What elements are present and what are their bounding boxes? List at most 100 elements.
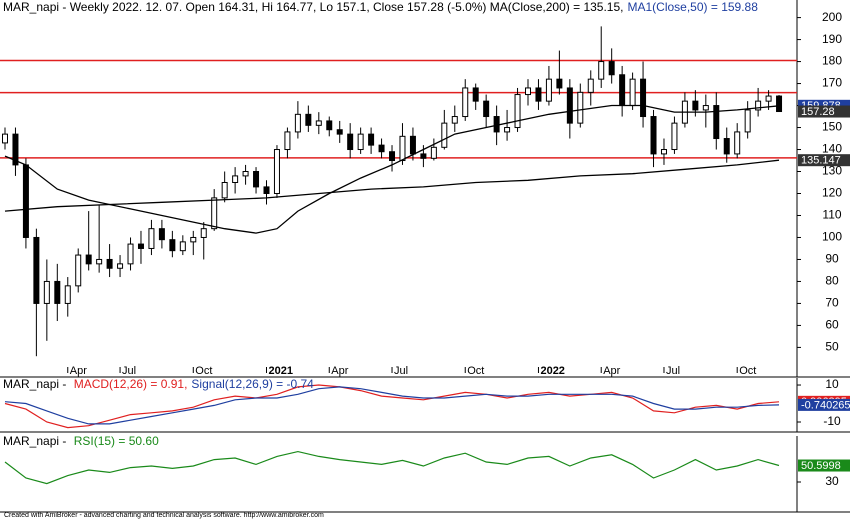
candle-body (294, 113, 301, 133)
y-tick-label: 140 (822, 142, 842, 156)
candle-body (64, 285, 71, 304)
title-part: MAR_napi - (3, 377, 70, 391)
panel-title: MAR_napi - MACD(12,26) = 0.91, Signal(12,… (3, 377, 314, 391)
candle-body (441, 122, 448, 148)
candle-body (650, 116, 657, 155)
candle-body (535, 87, 542, 102)
candle-body (504, 127, 511, 133)
candle-body (608, 61, 615, 76)
y-tick-label: 50 (825, 340, 839, 354)
candle-body (96, 258, 103, 265)
value-badge (798, 154, 850, 167)
candle-body (54, 280, 61, 304)
candle-body (22, 164, 29, 238)
candle-body (577, 91, 584, 124)
value-badge (798, 398, 850, 411)
candle-body (357, 133, 364, 151)
candle-body (273, 149, 280, 194)
y-tick-label: 110 (822, 208, 841, 222)
y-tick-label: 150 (822, 120, 842, 134)
candle-body (190, 236, 197, 243)
candle-body (12, 133, 19, 166)
x-tick-label: Oct (467, 365, 484, 377)
candle-body (336, 129, 343, 135)
candle-body (253, 171, 260, 188)
value-badge (798, 459, 850, 472)
candle-body (43, 280, 50, 304)
candle-body (545, 78, 552, 102)
x-tick-label: Oct (195, 365, 212, 377)
candle-body (33, 236, 40, 304)
indicator-line (4, 450, 780, 485)
candle-body (619, 74, 626, 107)
candle-body (420, 153, 427, 159)
candle-body (472, 87, 479, 102)
candle-body (399, 135, 406, 162)
title-part: MACD(12,26) = 0.91, (74, 377, 188, 391)
candle-body (713, 105, 720, 140)
candle-body (483, 100, 490, 118)
candle-body (566, 87, 573, 124)
candle-body (315, 120, 322, 126)
candle-body (242, 171, 249, 177)
y-tick-label: 170 (822, 76, 842, 90)
value-badge-label: 50.5998 (801, 460, 841, 472)
candle-body (326, 120, 333, 131)
candle-body (525, 87, 531, 96)
title-part: MAR_napi - (3, 434, 70, 448)
y-tick-label: 120 (822, 186, 842, 200)
x-tick-label: Apr (603, 365, 620, 377)
candle-body (179, 241, 186, 252)
candle-body (284, 131, 291, 151)
y-tick-label: 70 (825, 296, 839, 310)
y-tick-label: 60 (825, 318, 839, 332)
candle-body (671, 122, 678, 151)
x-tick-label: 2021 (269, 365, 293, 377)
x-tick-label: Jul (122, 365, 136, 377)
candle-body (137, 243, 144, 249)
candle-body (629, 78, 636, 107)
candle-body (587, 78, 594, 93)
candle-body (368, 133, 375, 146)
candle-body (106, 258, 113, 269)
candle-body (169, 239, 176, 252)
candle-body (430, 146, 437, 159)
x-tick-label: Apr (70, 365, 87, 377)
title-part: RSI(15) = 50.60 (74, 434, 159, 448)
indicator-line (4, 384, 780, 429)
title-part: Signal(12,26,9) = -0.74 (191, 377, 314, 391)
moving-average (4, 104, 780, 234)
y-tick-label: 130 (822, 164, 842, 178)
moving-average (4, 159, 780, 212)
candle-body (723, 138, 730, 155)
x-tick-label: Jul (394, 365, 408, 377)
candle-body (148, 228, 155, 249)
title-part: MAR_napi - Weekly 2022. 12. 07. Open 164… (3, 0, 623, 14)
y-tick-label: 180 (822, 54, 842, 68)
candle-body (75, 254, 82, 287)
candle-body (451, 116, 458, 124)
panel-title: MAR_napi - RSI(15) = 50.60 (3, 434, 159, 448)
candle-body (409, 135, 416, 155)
y-tick-label: -10 (823, 414, 841, 428)
footer: Created with AmiBroker - advanced charti… (4, 512, 324, 519)
candle-body (2, 133, 8, 144)
candle-body (744, 109, 751, 133)
title-part: MA1(Close,50) = 159.88 (627, 0, 758, 14)
candle-body (211, 197, 218, 230)
x-tick-label: Jul (666, 365, 680, 377)
candle-body (347, 133, 354, 151)
panel-title: MAR_napi - Weekly 2022. 12. 07. Open 164… (3, 0, 758, 14)
y-tick-label: 200 (822, 10, 842, 24)
y-tick-label: 190 (822, 32, 842, 46)
x-tick-label: Apr (331, 365, 348, 377)
value-badge-label: 157.28 (801, 106, 835, 118)
candle-body (263, 186, 270, 194)
y-tick-label: 90 (825, 252, 839, 266)
candle-body (640, 78, 647, 118)
x-tick-label: Oct (739, 365, 756, 377)
candle-body (493, 116, 500, 133)
candle-body (598, 61, 605, 80)
